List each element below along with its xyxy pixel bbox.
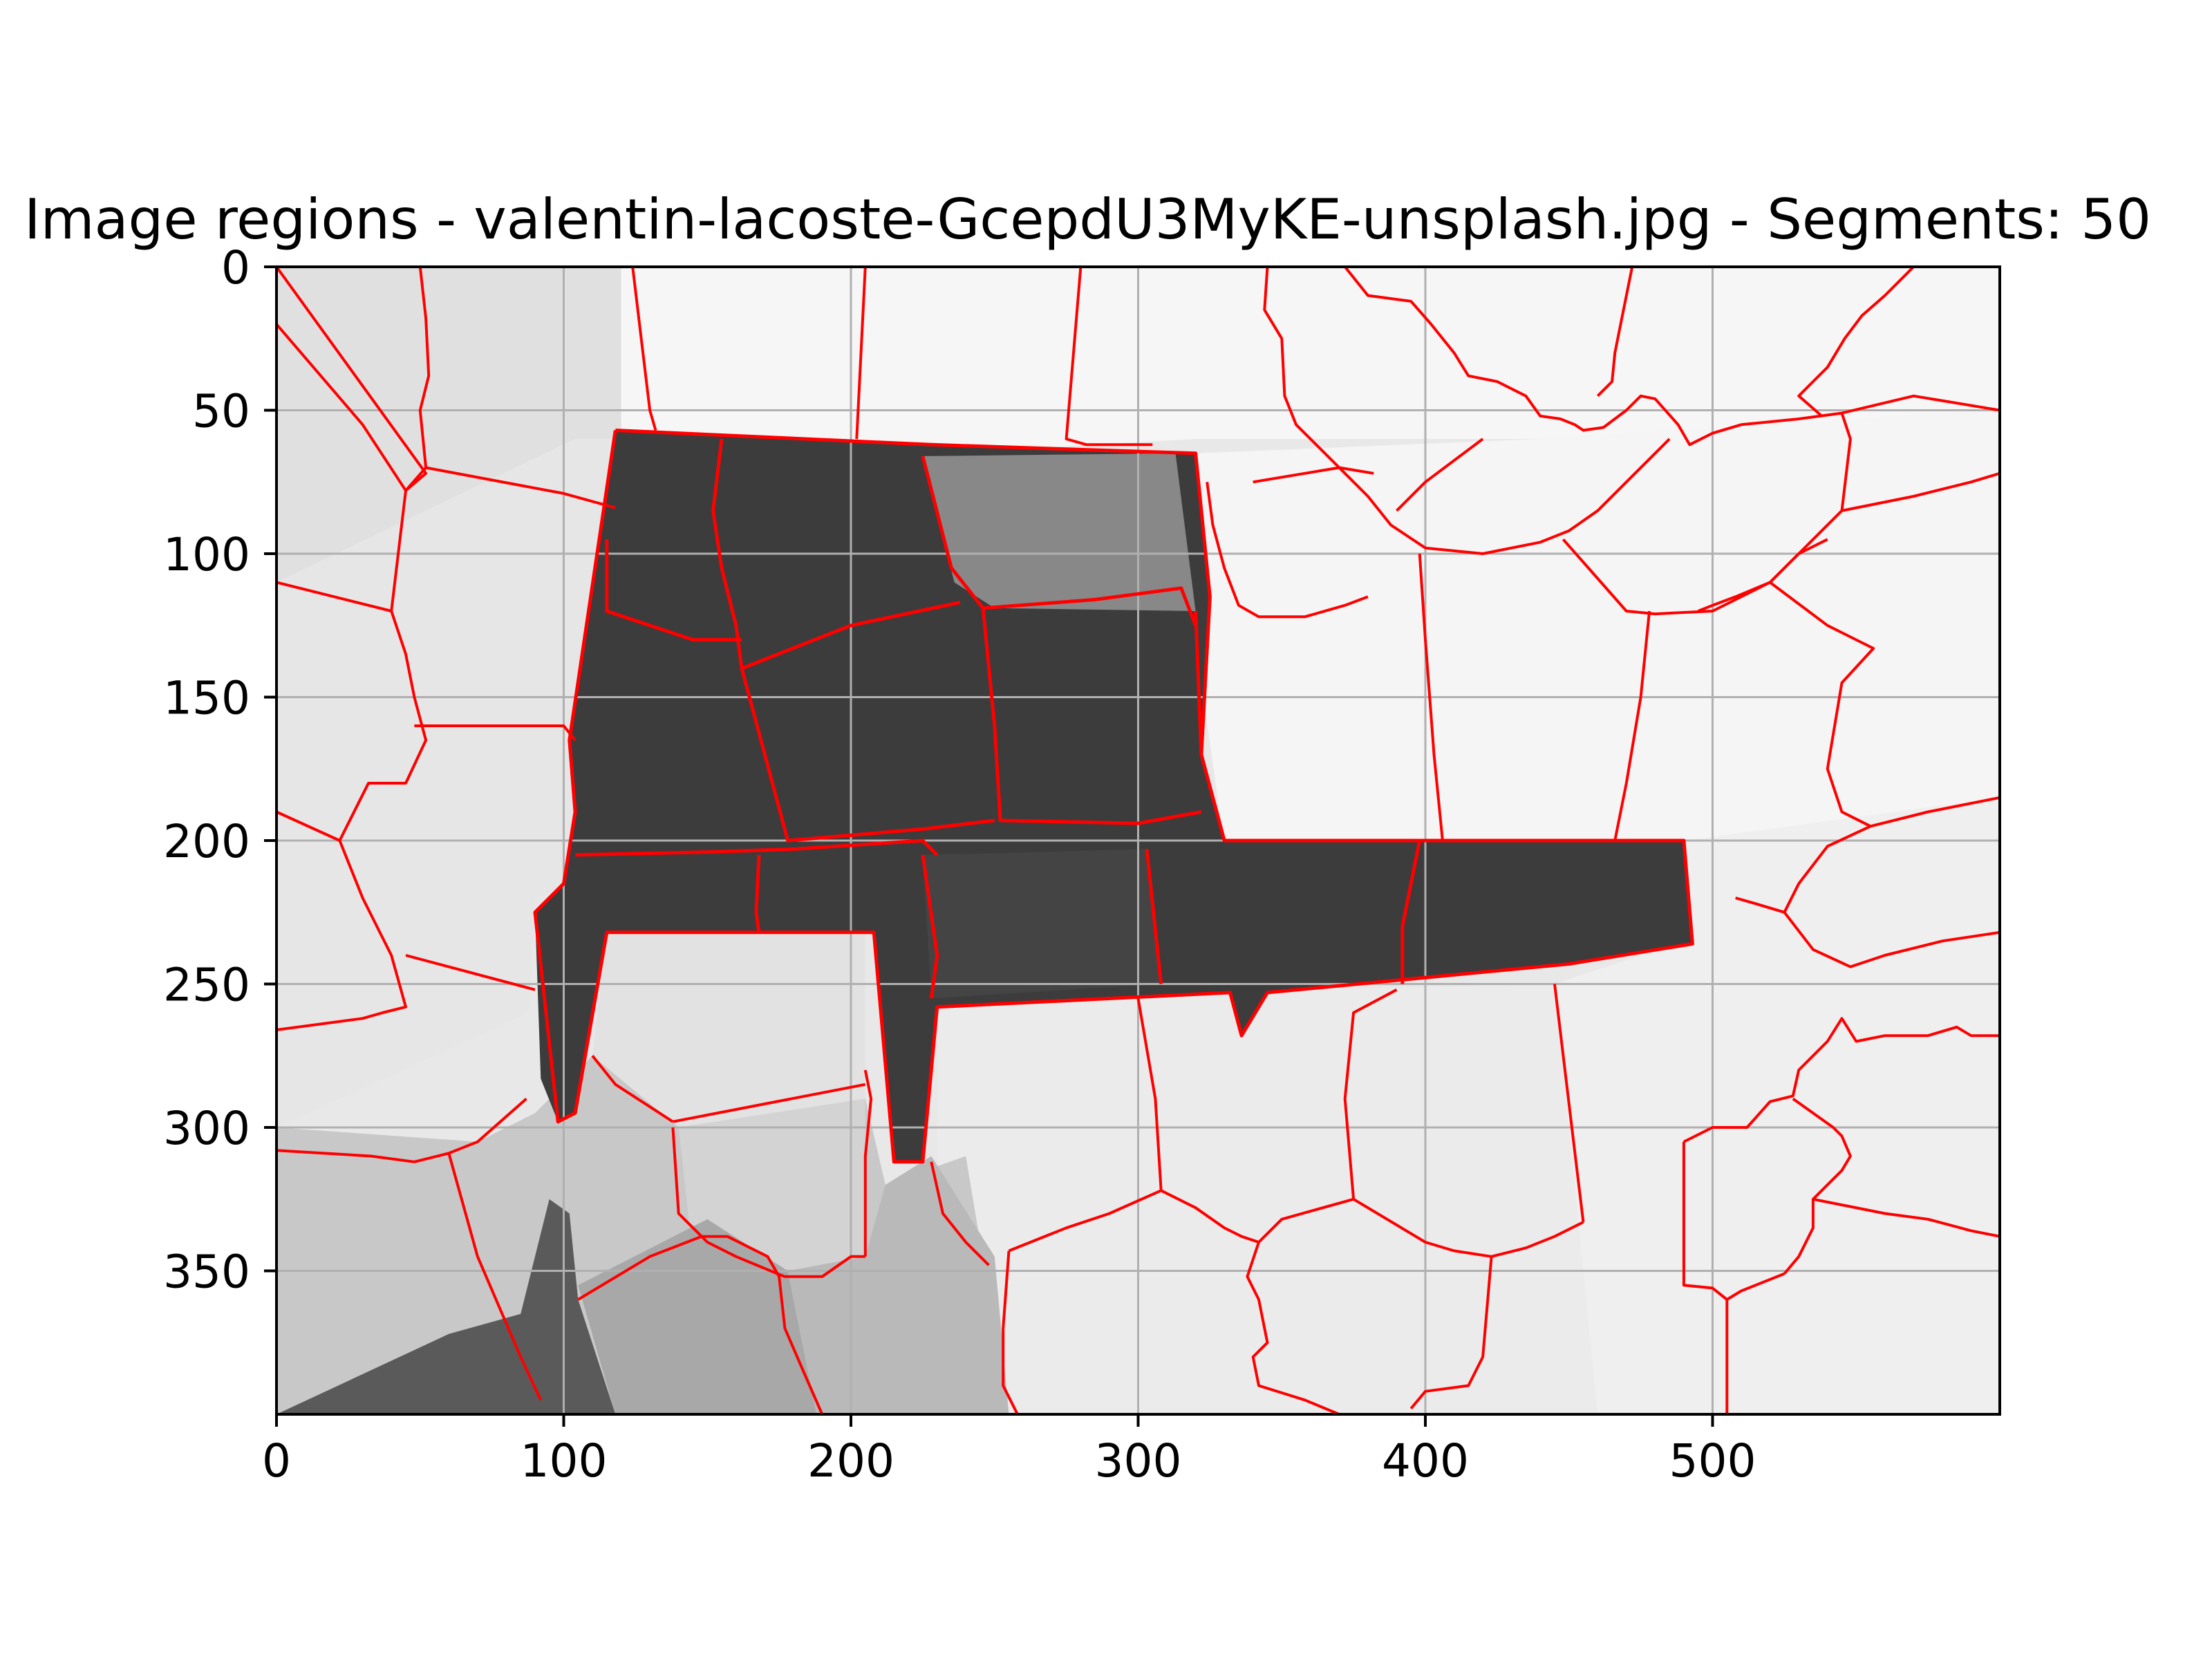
segment-boundary-11 bbox=[1145, 849, 1163, 984]
y-tick-label-2: 100 bbox=[163, 528, 250, 581]
segment-boundary-12 bbox=[1400, 840, 1422, 984]
region-1 bbox=[276, 267, 621, 583]
boundary-10 bbox=[591, 1055, 674, 1123]
boundary-24 bbox=[1253, 466, 1374, 484]
segment-boundary-4 bbox=[741, 601, 961, 671]
region-11 bbox=[787, 1156, 1009, 1414]
chart-title: Image regions - valentin-lacoste-GcepdU3… bbox=[24, 187, 2151, 252]
segment-boundary-13 bbox=[1194, 610, 1203, 755]
region-10 bbox=[578, 1219, 817, 1414]
boundary-3 bbox=[425, 466, 616, 509]
boundary-31 bbox=[1735, 825, 1871, 914]
region-4 bbox=[276, 439, 610, 1127]
boundary-8 bbox=[276, 1098, 527, 1163]
boundary-2 bbox=[276, 267, 431, 612]
segment-boundary-5 bbox=[740, 668, 995, 843]
segment-boundary-3 bbox=[605, 539, 742, 641]
x-tick-label-2: 200 bbox=[807, 1434, 894, 1488]
boundary-30 bbox=[1870, 796, 2000, 828]
boundary-25 bbox=[1206, 482, 1369, 619]
x-axis: 0 100 200 300 400 500 bbox=[262, 1414, 1756, 1488]
region-14 bbox=[922, 453, 1196, 611]
boundary-34 bbox=[1682, 1141, 1785, 1301]
boundary-23 bbox=[1396, 438, 1484, 512]
boundary-36 bbox=[1812, 1197, 2000, 1238]
y-tick-label-1: 50 bbox=[192, 385, 250, 438]
boundary-20 bbox=[1797, 267, 1915, 418]
boundary-layer bbox=[276, 267, 2000, 1414]
boundary-43 bbox=[1136, 997, 1163, 1191]
x-tick-label-1: 100 bbox=[521, 1434, 608, 1488]
boundary-16 bbox=[1065, 267, 1153, 447]
region-7 bbox=[592, 932, 865, 1127]
boundary-33 bbox=[1683, 1017, 2000, 1143]
segment-boundary-1 bbox=[533, 429, 1694, 1164]
boundary-38 bbox=[1553, 984, 1585, 1223]
region-15 bbox=[922, 849, 1161, 999]
y-tick-label-7: 350 bbox=[163, 1246, 250, 1299]
y-tick-label-4: 200 bbox=[163, 815, 250, 868]
x-tick-label-0: 0 bbox=[262, 1434, 291, 1488]
region-2 bbox=[621, 267, 2000, 453]
boundary-13 bbox=[577, 1235, 824, 1414]
segment-boundary-8 bbox=[575, 838, 939, 857]
plot-area bbox=[276, 267, 2000, 1414]
boundary-19 bbox=[1596, 267, 1634, 397]
region-3 bbox=[1195, 410, 2000, 847]
boundary-47 bbox=[930, 1161, 990, 1266]
boundary-35 bbox=[1783, 1097, 1852, 1275]
y-tick-label-0: 0 bbox=[221, 241, 250, 294]
boundary-48 bbox=[863, 1069, 873, 1257]
boundary-42 bbox=[1409, 1256, 1493, 1409]
segment-boundary-9 bbox=[754, 854, 761, 933]
boundary-6 bbox=[276, 840, 407, 1031]
y-tick-label-6: 300 bbox=[163, 1102, 250, 1155]
boundary-7 bbox=[405, 954, 536, 991]
boundary-44 bbox=[1008, 1189, 1162, 1253]
boundary-14 bbox=[631, 267, 657, 431]
x-tick-label-4: 400 bbox=[1382, 1434, 1469, 1488]
boundary-46 bbox=[1002, 1250, 1019, 1414]
boundary-27 bbox=[1562, 538, 1828, 616]
boundary-40 bbox=[1246, 1197, 1354, 1414]
boundary-15 bbox=[855, 267, 867, 440]
boundary-12 bbox=[671, 1127, 865, 1278]
boundary-41 bbox=[1343, 988, 1398, 1199]
boundary-22 bbox=[1841, 471, 2000, 512]
x-tick-label-5: 500 bbox=[1669, 1434, 1756, 1488]
y-tick-label-3: 150 bbox=[163, 672, 250, 725]
y-axis: 0 50 100 150 200 250 300 350 bbox=[163, 241, 276, 1299]
segment-boundary-7 bbox=[981, 608, 1202, 825]
y-tick-label-5: 250 bbox=[163, 959, 250, 1012]
boundary-4 bbox=[276, 610, 428, 842]
segment-boundary-6 bbox=[921, 456, 1197, 626]
boundary-26 bbox=[1418, 553, 1444, 841]
boundary-28 bbox=[1613, 610, 1651, 841]
region-6 bbox=[937, 984, 1598, 1414]
boundary-18 bbox=[1344, 267, 2000, 447]
boundary-29 bbox=[1769, 581, 1875, 828]
boundary-11 bbox=[673, 1082, 866, 1123]
boundary-45 bbox=[1160, 1189, 1259, 1244]
boundary-9 bbox=[447, 1152, 543, 1401]
region-12 bbox=[276, 1199, 616, 1414]
region-5 bbox=[1555, 797, 2000, 1414]
boundary-17 bbox=[1263, 267, 1671, 555]
boundary-32 bbox=[1783, 911, 2000, 968]
x-tick-label-3: 300 bbox=[1095, 1434, 1182, 1488]
segment-boundary-10 bbox=[921, 854, 939, 999]
